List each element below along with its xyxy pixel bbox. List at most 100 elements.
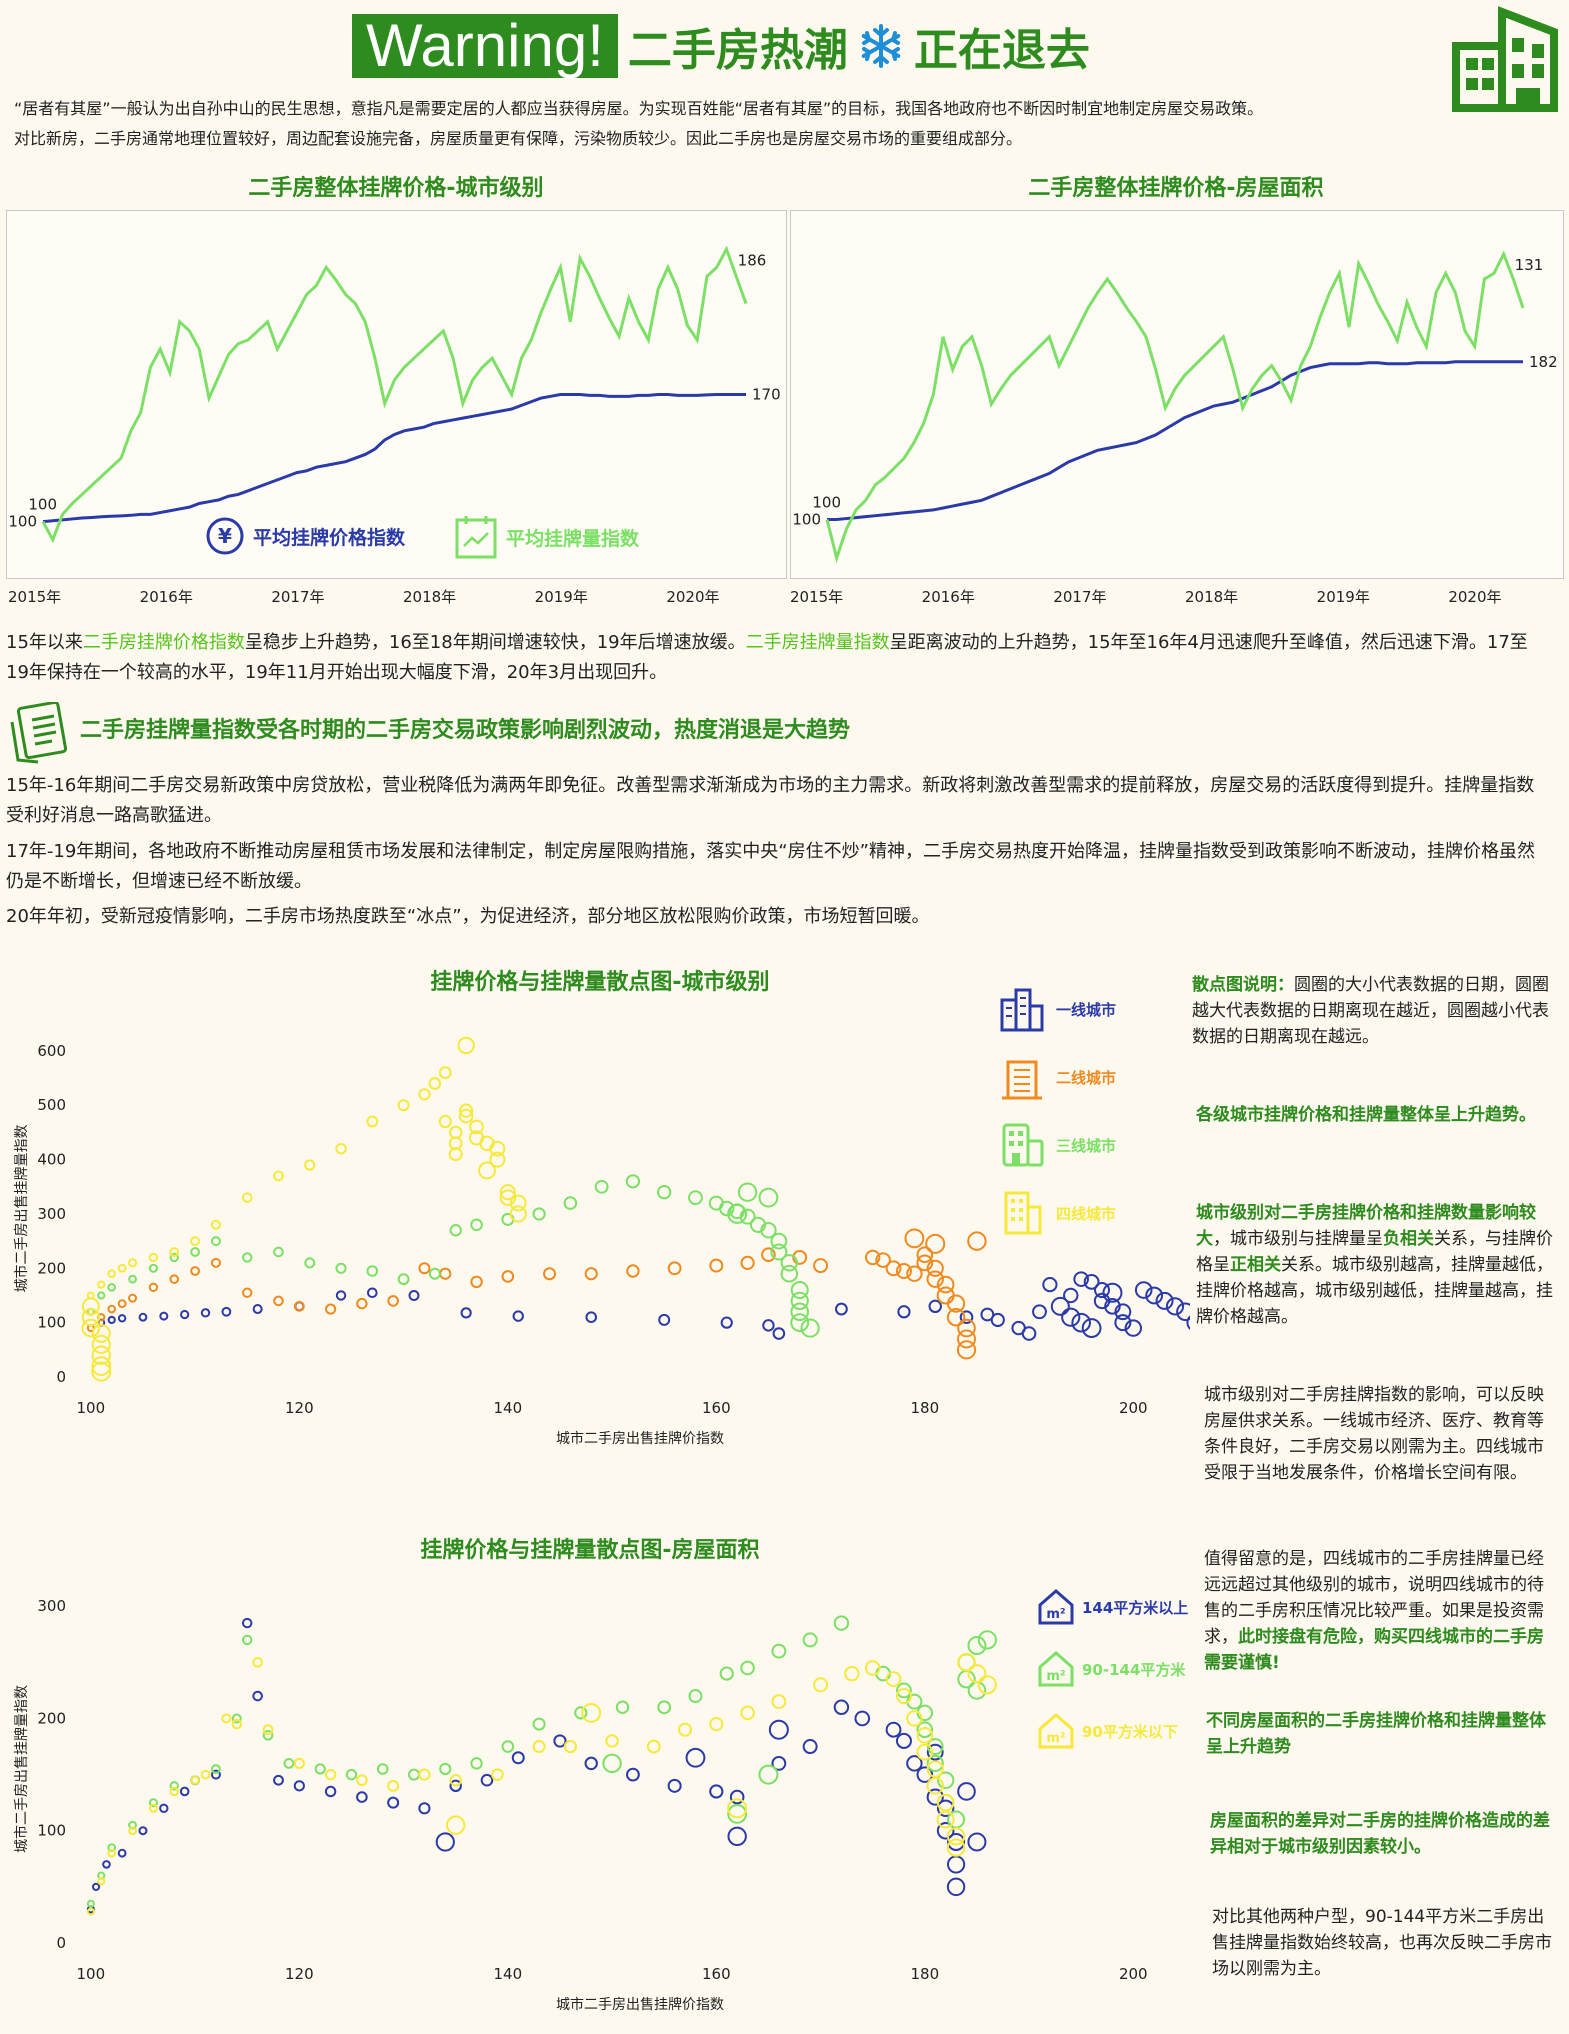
scatter-point bbox=[926, 1760, 944, 1778]
x-tick-label: 160 bbox=[702, 1965, 731, 1983]
svg-text:m²: m² bbox=[1046, 1731, 1065, 1746]
scatter-point bbox=[1155, 1291, 1174, 1310]
scatter-point bbox=[657, 1700, 672, 1715]
scatter-point bbox=[1102, 1282, 1123, 1303]
scatter-point bbox=[739, 1208, 756, 1225]
scatter-point bbox=[626, 1767, 640, 1782]
scatter-point bbox=[790, 1313, 810, 1333]
scatter-point bbox=[117, 1848, 127, 1858]
scatter-point bbox=[719, 1200, 735, 1217]
scatter-point bbox=[127, 1258, 138, 1268]
scatter-point bbox=[428, 1267, 441, 1280]
scatter-point bbox=[1104, 1298, 1121, 1315]
x-tick-label: 100 bbox=[77, 1965, 106, 1983]
scatter-point bbox=[957, 1653, 976, 1672]
scatter-point bbox=[906, 1265, 923, 1282]
scatter-point bbox=[221, 1713, 232, 1724]
summary-paragraph: 15年以来二手房挂牌价格指数呈稳步上升趋势，16至18年期间增速较快，19年后增… bbox=[6, 628, 1546, 688]
scatter-point bbox=[438, 1066, 452, 1080]
price-start-label: 100 bbox=[8, 513, 37, 531]
scatter-point bbox=[128, 1826, 137, 1836]
scatter-point bbox=[936, 1810, 955, 1829]
scatter-point bbox=[262, 1730, 274, 1741]
scatter-point bbox=[1114, 1303, 1132, 1321]
summary-part-1: 15年以来 bbox=[6, 632, 83, 653]
legend-tier4: 四线城市 bbox=[998, 1189, 1116, 1237]
scatter-point bbox=[190, 1247, 200, 1257]
legend-area-small-label: 90平方米以下 bbox=[1082, 1722, 1178, 1741]
scatter-point bbox=[813, 1677, 829, 1693]
summary-part-2: 呈稳步上升趋势，16至18年期间增速较快，19年后增速放缓。 bbox=[244, 632, 746, 653]
scatter-point bbox=[293, 1757, 305, 1769]
scatter-point bbox=[904, 1228, 925, 1249]
scatter-point bbox=[345, 1768, 358, 1781]
scatter-point bbox=[936, 1275, 955, 1294]
legend-area-medium-label: 90-144平方米 bbox=[1082, 1660, 1186, 1679]
scatter-point bbox=[459, 1103, 474, 1118]
scatter-point bbox=[231, 1713, 242, 1724]
scatter-point bbox=[926, 1754, 944, 1772]
legend-price-label: 平均挂牌价格指数 bbox=[253, 526, 406, 549]
scatter-point bbox=[959, 1310, 974, 1325]
line-chart-1: 100 170 100 186 bbox=[8, 245, 781, 544]
skyscraper-icon bbox=[1000, 988, 1044, 1032]
scatter-point bbox=[91, 1334, 111, 1354]
scatter-point bbox=[470, 1757, 483, 1770]
y-tick-label: 400 bbox=[37, 1151, 66, 1169]
scatter-point bbox=[252, 1690, 263, 1702]
scatter-point bbox=[532, 1207, 546, 1221]
scatter-point bbox=[366, 1115, 379, 1128]
scatter-point bbox=[977, 1630, 997, 1650]
scatter-point bbox=[356, 1297, 368, 1310]
scatter-point bbox=[925, 1233, 946, 1254]
scatter-point bbox=[501, 1270, 515, 1283]
scatter-point bbox=[324, 1785, 337, 1798]
scatter-1-title: 挂牌价格与挂牌量散点图-城市级别 bbox=[430, 970, 770, 995]
summary-volume-term: 二手房挂牌量指数 bbox=[745, 632, 890, 653]
scatter-point bbox=[470, 1218, 483, 1232]
scatter-point bbox=[200, 1308, 211, 1318]
scatter-point bbox=[102, 1860, 111, 1869]
scatter-point bbox=[926, 1777, 944, 1795]
scatter-point bbox=[926, 1788, 944, 1806]
note-positive: 正相关 bbox=[1230, 1255, 1281, 1275]
scatter-point bbox=[210, 1769, 221, 1780]
scatter-point bbox=[81, 1318, 101, 1338]
scatter-point bbox=[946, 1838, 966, 1857]
scatter-point bbox=[242, 1287, 253, 1298]
scatter-point bbox=[802, 1739, 818, 1755]
line-chart-2-title: 二手房整体挂牌价格-房屋面积 bbox=[1028, 176, 1324, 201]
scatter-point bbox=[895, 1688, 912, 1705]
x-tick-label: 2017年 bbox=[1053, 588, 1107, 606]
scatter-point bbox=[667, 1778, 682, 1793]
scatter-point bbox=[324, 1768, 337, 1781]
scatter-point bbox=[790, 1281, 809, 1300]
volume-start-label: 100 bbox=[28, 496, 57, 514]
x-tick-label: 2015年 bbox=[790, 588, 844, 606]
scatter-point bbox=[928, 1299, 942, 1314]
scatter-point bbox=[81, 1308, 100, 1327]
x-tick-label: 2020年 bbox=[1448, 588, 1502, 606]
x-axis-label: 城市二手房出售挂牌价指数 bbox=[556, 1996, 724, 2013]
scatter-point bbox=[159, 1803, 169, 1813]
scatter-point bbox=[833, 1615, 850, 1631]
line-chart-1-panel: 100 170 100 186 bbox=[6, 210, 787, 579]
scatter-point bbox=[210, 1257, 221, 1268]
scatter-point bbox=[771, 1755, 787, 1771]
scatter-point bbox=[936, 1771, 955, 1789]
scatter-point bbox=[91, 1345, 111, 1365]
scatter-point bbox=[190, 1236, 201, 1247]
scatter-point bbox=[117, 1314, 127, 1323]
scatter-point bbox=[688, 1190, 703, 1206]
scatter-point bbox=[252, 1657, 263, 1668]
scatter-point bbox=[563, 1196, 578, 1210]
svg-text:m²: m² bbox=[1046, 1607, 1065, 1622]
scatter-point bbox=[397, 1273, 410, 1286]
scatter-point bbox=[91, 1882, 101, 1891]
scatter-point bbox=[460, 1307, 472, 1319]
x-tick-label: 2020年 bbox=[666, 588, 720, 606]
area-legend: m² 144平方米以上 m² 90-144平方米 m² 90平方米以下 bbox=[1036, 1585, 1188, 1753]
y-tick-label: 0 bbox=[56, 1934, 66, 1952]
scatter-point bbox=[107, 1269, 116, 1279]
line-chart-2-panel: 100 182 100 131 bbox=[790, 210, 1564, 579]
